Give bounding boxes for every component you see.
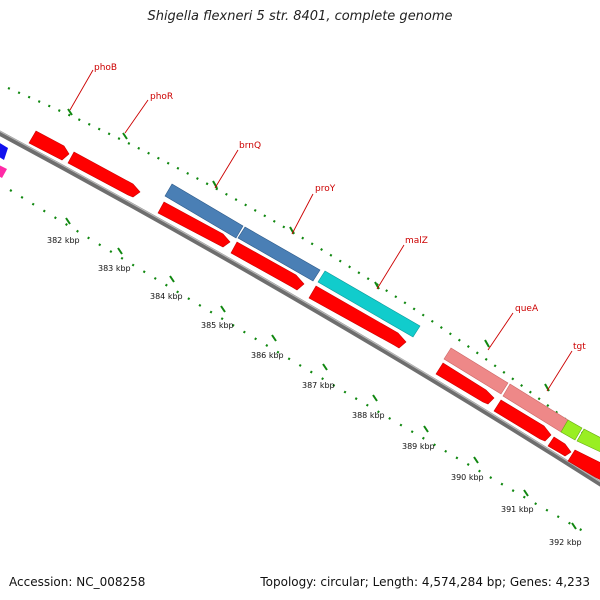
gene-proY-track[interactable] [237,226,321,282]
cds-proY[interactable] [230,241,305,291]
gene-label-phoR[interactable]: phoR [150,92,173,102]
cds-malZ[interactable] [308,285,407,349]
cds-brnQ[interactable] [157,201,231,248]
cds-phoB[interactable] [28,130,70,161]
cds-small[interactable] [547,436,572,457]
gene-label-tgt[interactable]: tgt [573,342,586,352]
kbp-label: 388 kbp [352,411,385,420]
genome-info-text: Topology: circular; Length: 4,574,284 bp… [260,575,590,589]
kbp-label: 383 kbp [98,264,131,273]
cds-right-edge[interactable] [567,449,600,482]
gene-malZ-track[interactable] [317,270,421,338]
leader-tgt [546,350,573,392]
genome-backbone-highlight [0,130,600,483]
kbp-label: 390 kbp [451,473,484,482]
genome-backbone [0,130,600,487]
cds-tgt[interactable] [493,399,552,442]
cds-phoR[interactable] [67,151,141,198]
lime-feature-2[interactable] [576,428,600,454]
gene-label-brnQ[interactable]: brnQ [239,141,261,151]
kbp-label: 392 kbp [549,538,582,547]
outer-tick-ruler [7,86,600,449]
gene-brnQ-track[interactable] [164,183,244,239]
kbp-label: 385 kbp [201,321,234,330]
magenta-feature[interactable] [0,163,7,178]
outer-major-ticks [67,108,550,392]
leader-brnQ [214,149,239,189]
page-title: Shigella flexneri 5 str. 8401, complete … [147,9,453,24]
accession-text: Accession: NC_008258 [9,575,146,589]
leader-phoB [69,69,94,111]
gene-queA-track[interactable] [443,347,509,395]
gene-label-queA[interactable]: queA [515,304,539,314]
leader-queA [487,312,514,351]
kbp-label: 389 kbp [402,442,435,451]
kbp-label: 387 kbp [302,381,335,390]
gene-label-phoB[interactable]: phoB [94,63,117,73]
lime-feature[interactable] [560,419,583,441]
inner-tick-ruler [9,189,591,536]
leader-proY [291,193,314,235]
gene-label-malZ[interactable]: malZ [405,236,428,246]
leader-malZ [376,244,405,290]
kbp-label: 386 kbp [251,351,284,360]
kbp-label: 382 kbp [47,236,80,245]
gene-label-proY[interactable]: proY [315,184,336,194]
cds-queA[interactable] [435,362,495,405]
kbp-label: 391 kbp [501,505,534,514]
leader-phoR [124,99,149,134]
inner-major-ticks [65,217,577,530]
blue-feature[interactable] [0,140,8,160]
kbp-label: 384 kbp [150,292,183,301]
